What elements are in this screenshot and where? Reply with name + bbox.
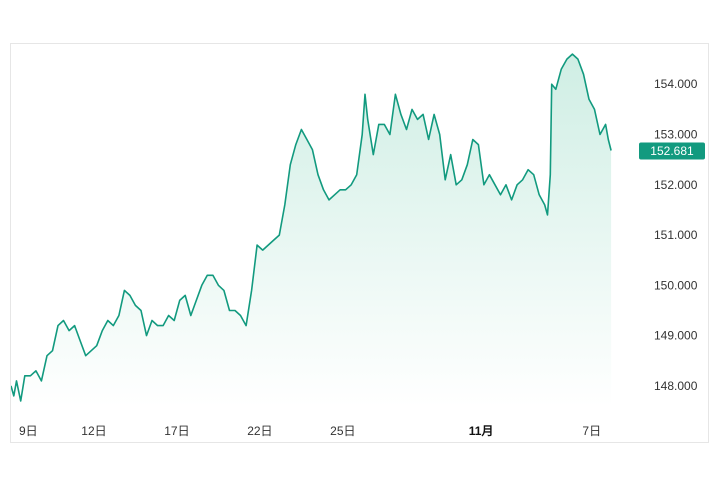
x-tick-label: 11月 xyxy=(469,424,494,438)
price-chart: 154.000 153.000 152.000 151.000 150.000 149.0… xyxy=(11,53,705,438)
x-tick-label: 17日 xyxy=(164,424,189,438)
y-tick-label: 150.000 xyxy=(654,278,698,292)
x-tick-label: 22日 xyxy=(247,424,272,438)
price-line xyxy=(11,53,612,402)
x-tick-label: 9日 xyxy=(19,424,38,438)
y-tick-label: 148.000 xyxy=(654,379,698,393)
y-tick-label: 152.000 xyxy=(654,178,698,192)
price-area-fill xyxy=(11,54,612,406)
y-tick-label: 154.000 xyxy=(654,77,698,91)
last-price-badge xyxy=(639,142,705,160)
x-tick-label: 12日 xyxy=(81,424,106,438)
chart-frame: 154.000 153.000 152.000 151.000 150.000 149.0… xyxy=(10,43,709,443)
y-tick-label: 153.000 xyxy=(654,128,698,142)
x-tick-label: 25日 xyxy=(330,424,355,438)
y-tick-label: 151.000 xyxy=(654,228,698,242)
x-tick-label: 7日 xyxy=(582,424,601,438)
y-tick-label: 149.000 xyxy=(654,329,698,343)
last-price-label: 152.681 xyxy=(650,144,694,158)
